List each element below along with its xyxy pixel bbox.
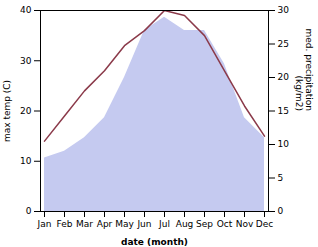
svg-text:med. precipitation(kg/m2): med. precipitation(kg/m2) bbox=[294, 29, 314, 111]
svg-text:Mar: Mar bbox=[76, 219, 93, 229]
svg-text:Jun: Jun bbox=[136, 219, 151, 229]
svg-text:30: 30 bbox=[20, 56, 32, 66]
svg-text:10: 10 bbox=[278, 139, 290, 149]
svg-text:date (month): date (month) bbox=[121, 237, 188, 247]
svg-text:Oct: Oct bbox=[217, 219, 233, 229]
svg-text:Feb: Feb bbox=[57, 219, 73, 229]
svg-text:0: 0 bbox=[278, 206, 284, 216]
svg-text:Dec: Dec bbox=[256, 219, 273, 229]
svg-text:Apr: Apr bbox=[97, 219, 113, 229]
svg-text:20: 20 bbox=[278, 72, 290, 82]
svg-text:30: 30 bbox=[278, 5, 290, 15]
svg-text:15: 15 bbox=[278, 106, 289, 116]
svg-text:Sep: Sep bbox=[196, 219, 213, 229]
svg-text:Nov: Nov bbox=[236, 219, 254, 229]
svg-text:25: 25 bbox=[278, 39, 289, 49]
svg-text:10: 10 bbox=[20, 156, 32, 166]
svg-text:40: 40 bbox=[20, 5, 32, 15]
svg-text:0: 0 bbox=[26, 206, 32, 216]
svg-text:max temp (C): max temp (C) bbox=[2, 80, 12, 142]
svg-text:5: 5 bbox=[278, 173, 284, 183]
svg-text:Jul: Jul bbox=[158, 219, 170, 229]
svg-text:Jan: Jan bbox=[37, 219, 52, 229]
svg-text:Aug: Aug bbox=[176, 219, 194, 229]
svg-text:20: 20 bbox=[20, 106, 32, 116]
svg-text:May: May bbox=[115, 219, 134, 229]
